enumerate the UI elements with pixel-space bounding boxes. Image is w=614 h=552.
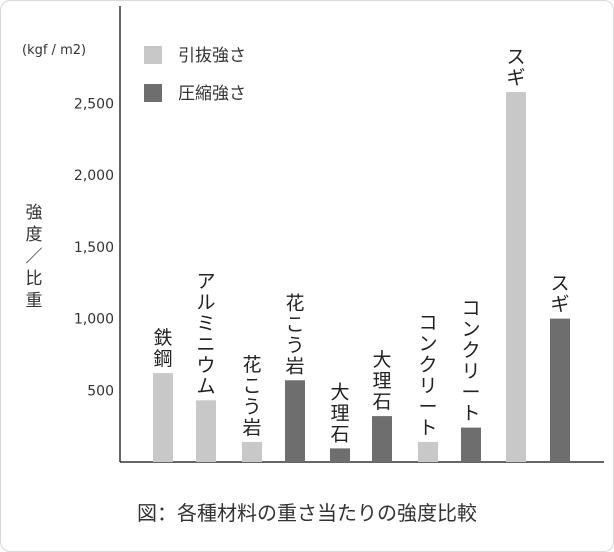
chart-caption: 図：各種材料の重さ当たりの強度比較 [137,501,477,525]
bar [418,441,438,462]
y-tick-label: 1,500 [74,240,114,256]
y-tick-label: 2,000 [74,168,114,184]
y-tick-label: 500 [87,383,114,399]
bar-label: 大理石 [372,349,391,413]
bar-label: コンクリート [461,298,480,425]
bar-label: スギ [550,273,569,316]
bar [372,416,392,462]
bar [153,373,173,462]
y-axis-label: 強度／比重 [26,203,43,311]
bar-label: 大理石 [330,381,349,445]
unit-label: (kgf / m2) [22,43,86,58]
legend-swatch [144,46,162,64]
bars [153,92,570,462]
bar [285,380,305,462]
bar [461,427,481,462]
y-axis-label-text: 強度／比重 [26,203,43,311]
axes [119,6,604,463]
bar-label: 花こう岩 [285,292,304,377]
bar [330,448,350,462]
bar [506,92,526,462]
bar-label: 鉄鋼 [153,327,172,370]
bar-label: スギ [506,46,525,89]
y-ticks: 500 1,000 1,500 2,000 2,500 [74,97,114,400]
legend-swatch [144,84,162,102]
bar-label: 花こう岩 [242,354,261,439]
bar [242,441,262,462]
y-tick-label: 2,500 [74,97,114,113]
legend-label: 圧縮強さ [178,84,246,104]
y-tick-label: 1,000 [74,312,114,328]
legend-label: 引抜強さ [178,46,246,66]
bar [550,318,570,462]
bar-label: アルミニウム [196,270,215,397]
bar [196,400,216,462]
bar-label: コンクリート [418,312,437,439]
